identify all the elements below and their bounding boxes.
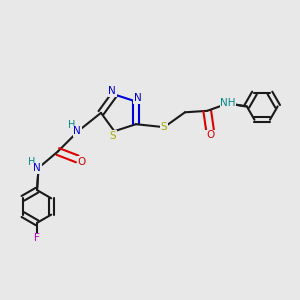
Text: N: N (33, 164, 41, 173)
Text: S: S (110, 131, 116, 141)
Text: H: H (28, 158, 36, 167)
Text: N: N (73, 126, 81, 136)
Text: H: H (68, 120, 75, 130)
Text: NH: NH (220, 98, 236, 107)
Text: N: N (134, 93, 142, 103)
Text: F: F (34, 233, 40, 243)
Text: O: O (77, 157, 86, 167)
Text: N: N (108, 86, 116, 96)
Text: O: O (206, 130, 214, 140)
Text: S: S (161, 122, 167, 132)
